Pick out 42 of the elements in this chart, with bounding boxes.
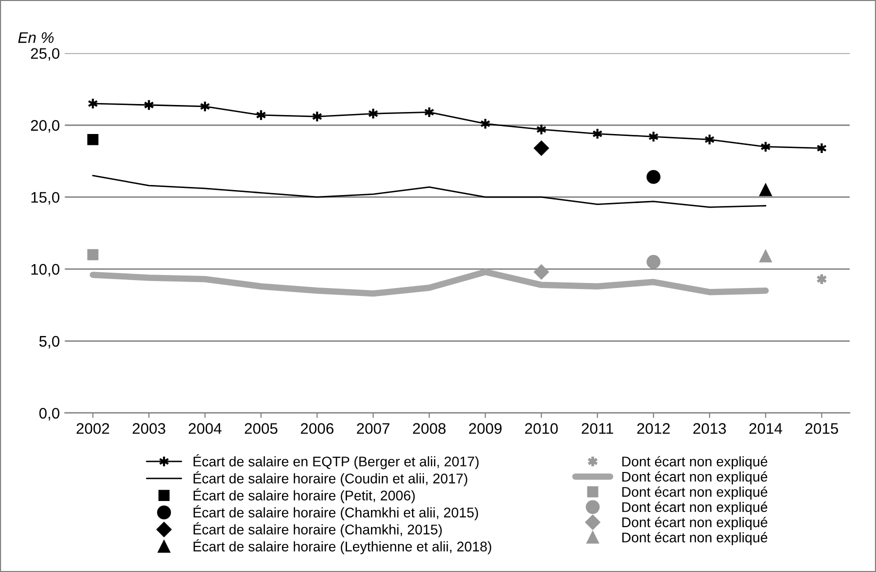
legend-label: Dont écart non expliqué [622, 486, 768, 500]
legend-label: Dont écart non expliqué [622, 471, 768, 484]
point [87, 134, 98, 146]
x-tick-label: 2007 [356, 423, 390, 434]
y-tick-label: 0,0 [39, 408, 60, 420]
legend-label: Écart de salaire horaire (Leythienne et alii, 2018) [194, 539, 492, 554]
x-tick-label: 2004 [188, 423, 222, 434]
point [646, 254, 660, 269]
legend-label: Dont écart non expliqué [622, 532, 768, 546]
x-tick-label: 2002 [76, 423, 110, 434]
point [534, 264, 549, 280]
line-series [92, 174, 766, 208]
legend-label: Dont écart non expliqué [622, 516, 768, 530]
legend-label: Dont écart non expliqué [622, 456, 768, 470]
legend-label: Écart de salaire horaire (Petit, 2006) [194, 488, 415, 504]
y-tick-label: 5,0 [39, 336, 60, 349]
x-tick-label: 2012 [637, 423, 670, 434]
x-tick-label: 2011 [582, 423, 614, 434]
legend-label: Écart de salaire horaire (Coudin et alii, 2017) [194, 471, 468, 486]
x-tick-label: 2008 [413, 423, 446, 434]
x-tick-label: 2014 [749, 423, 782, 434]
x-tick-label: 2015 [805, 423, 838, 434]
y-tick-label: 25,0 [31, 48, 60, 61]
x-tick-label: 2005 [244, 423, 278, 434]
legend-label: Écart de salaire horaire (Chamkhi, 2015) [194, 522, 442, 538]
x-tick-label: 2013 [693, 423, 726, 434]
point [759, 250, 772, 262]
y-tick-label: 20,0 [31, 120, 60, 133]
x-tick-label: 2010 [525, 423, 558, 434]
point [759, 184, 772, 196]
point [87, 249, 98, 260]
y-tick-label: 15,0 [31, 192, 60, 205]
x-tick-label: 2009 [469, 423, 502, 434]
y-axis-title: En % [18, 32, 54, 43]
point [646, 170, 660, 184]
legend-label: Écart de salaire en EQTP (Berger et alii, 2017) [194, 454, 479, 470]
legend-label: Écart de salaire horaire (Chamkhi et alii, 2015) [194, 505, 478, 520]
y-tick-label: 10,0 [31, 264, 60, 277]
point [534, 140, 549, 156]
x-tick-label: 2003 [132, 423, 166, 434]
legend-label: Dont écart non expliqué [622, 502, 768, 515]
x-tick-label: 2006 [300, 423, 334, 434]
